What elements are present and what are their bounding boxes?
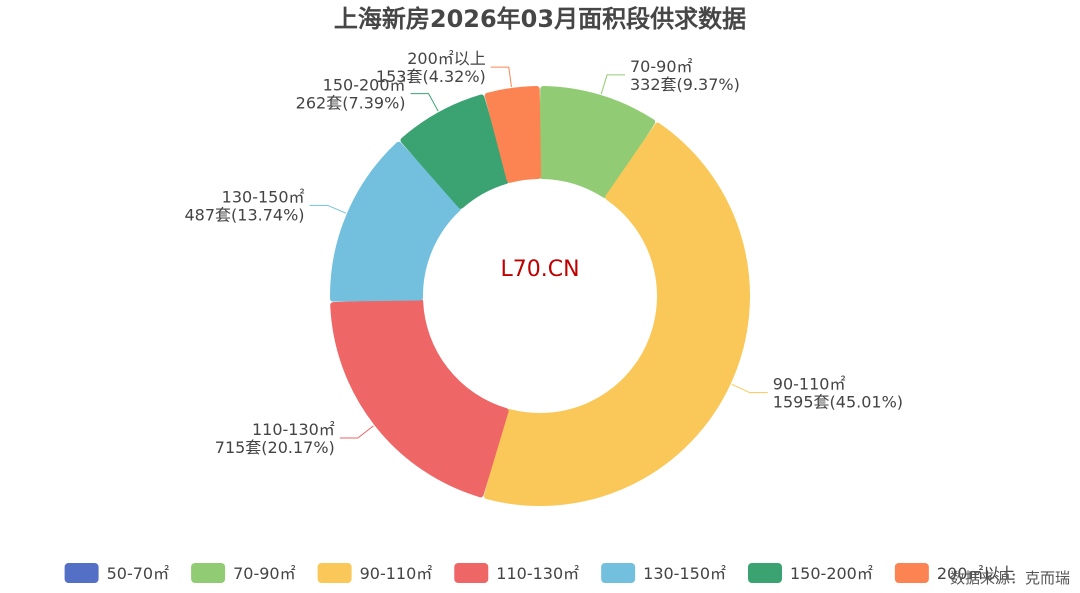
slice-2 bbox=[483, 122, 750, 506]
legend: 50-70㎡ 70-90㎡ 90-110㎡ 110-130㎡ 130-150㎡ 150-2… bbox=[64, 563, 1016, 583]
legend-swatch-3 bbox=[454, 563, 489, 583]
slice-label-name-6: 200㎡以上 bbox=[407, 49, 486, 68]
legend-label-1: 70-90㎡ bbox=[233, 564, 296, 583]
slice-label-name-2: 90-110㎡ bbox=[773, 375, 846, 394]
watermark: L70.CN bbox=[500, 257, 579, 282]
slice-label-value-4: 487套(13.74%) bbox=[184, 205, 304, 224]
slice-label-value-6: 153套(4.32%) bbox=[376, 67, 486, 86]
slice-label-name-1: 70-90㎡ bbox=[630, 57, 693, 76]
leader-line-6 bbox=[490, 66, 512, 88]
slice-label-name-5: 150-200㎡ bbox=[323, 76, 406, 95]
donut-slices bbox=[330, 86, 750, 506]
slice-3 bbox=[330, 298, 509, 498]
leader-line-3 bbox=[339, 425, 374, 439]
legend-label-5: 150-200㎡ bbox=[790, 564, 873, 583]
source-note: 数据来源：克而瑞 bbox=[950, 569, 1070, 587]
chart-title: 上海新房2026年03月面积段供求数据 bbox=[334, 5, 746, 33]
slice-4 bbox=[330, 141, 462, 302]
legend-swatch-1 bbox=[191, 563, 226, 583]
slice-1 bbox=[538, 86, 656, 199]
legend-swatch-0 bbox=[64, 563, 99, 583]
legend-label-0: 50-70㎡ bbox=[107, 564, 170, 583]
slice-label-value-1: 332套(9.37%) bbox=[630, 75, 740, 94]
legend-label-6: 200㎡以上 bbox=[937, 564, 1016, 583]
legend-label-4: 130-150㎡ bbox=[643, 564, 726, 583]
legend-swatch-5 bbox=[748, 563, 782, 583]
leader-line-4 bbox=[309, 204, 347, 214]
slice-label-name-4: 130-150㎡ bbox=[222, 187, 305, 206]
legend-swatch-4 bbox=[601, 563, 636, 583]
leader-line-1 bbox=[600, 74, 626, 95]
slice-label-value-5: 262套(7.39%) bbox=[296, 94, 406, 113]
slice-label-value-3: 715套(20.17%) bbox=[215, 438, 335, 457]
legend-label-2: 90-110㎡ bbox=[360, 564, 433, 583]
legend-label-3: 110-130㎡ bbox=[496, 564, 579, 583]
slice-5 bbox=[400, 94, 510, 209]
leader-line-5 bbox=[410, 93, 439, 112]
leader-line-2 bbox=[731, 383, 768, 394]
legend-swatch-6 bbox=[894, 563, 929, 583]
slice-label-name-3: 110-130㎡ bbox=[252, 420, 335, 439]
slice-6 bbox=[484, 86, 542, 183]
legend-swatch-2 bbox=[317, 563, 352, 583]
slice-label-value-2: 1595套(45.01%) bbox=[773, 393, 903, 412]
